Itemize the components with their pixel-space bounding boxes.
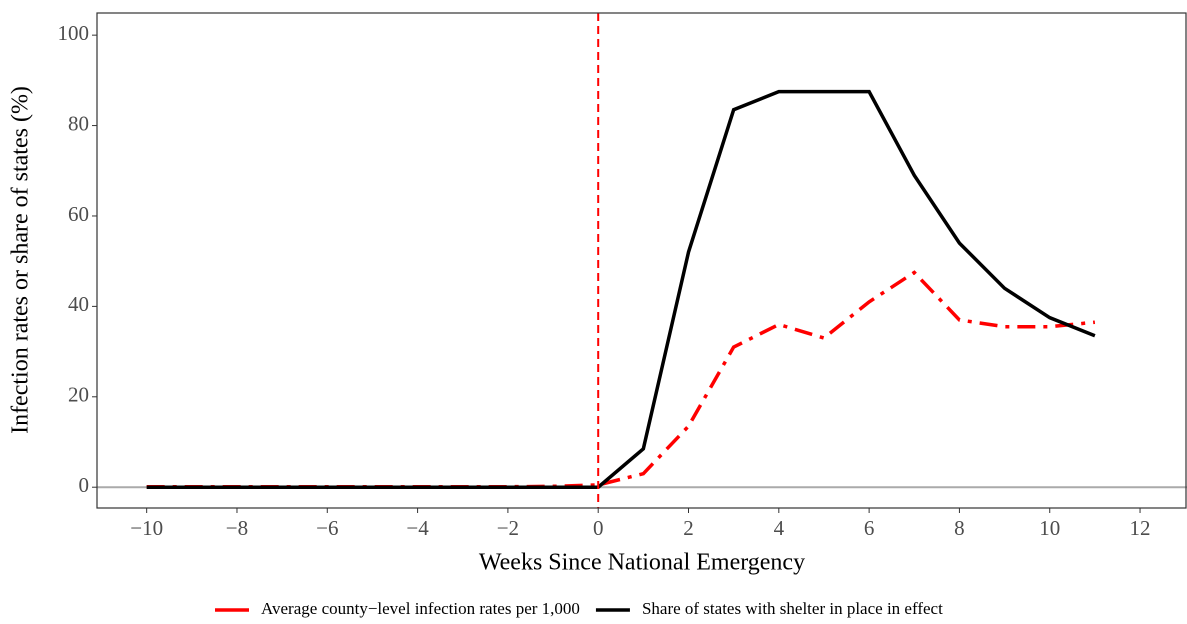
y-tick-label: 80 — [68, 111, 89, 135]
x-axis-title: Weeks Since National Emergency — [479, 550, 805, 576]
x-tick-label: −4 — [406, 516, 429, 540]
y-axis-title: Infection rates or share of states (%) — [8, 86, 34, 434]
y-tick-label: 40 — [68, 292, 89, 316]
x-tick-label: 10 — [1039, 516, 1060, 540]
x-tick-label: 0 — [593, 516, 604, 540]
x-tick-label: 6 — [864, 516, 875, 540]
y-tick-label: 60 — [68, 202, 89, 226]
legend-label: Share of states with shelter in place in… — [642, 599, 943, 618]
x-tick-label: −6 — [316, 516, 338, 540]
y-tick-label: 20 — [68, 383, 89, 407]
series-line — [146, 270, 1096, 489]
series-line — [146, 89, 1096, 489]
x-tick-label: −10 — [130, 516, 163, 540]
x-tick-label: 4 — [774, 516, 785, 540]
x-tick-label: 8 — [954, 516, 965, 540]
plot-frame — [96, 12, 1187, 509]
legend-label: Average county−level infection rates per… — [261, 599, 580, 618]
x-tick-label: −2 — [497, 516, 519, 540]
x-tick-label: 2 — [683, 516, 694, 540]
x-tick-label: −8 — [226, 516, 248, 540]
x-tick-label: 12 — [1130, 516, 1151, 540]
y-tick-label: 0 — [79, 473, 90, 497]
y-tick-label: 100 — [58, 21, 90, 45]
